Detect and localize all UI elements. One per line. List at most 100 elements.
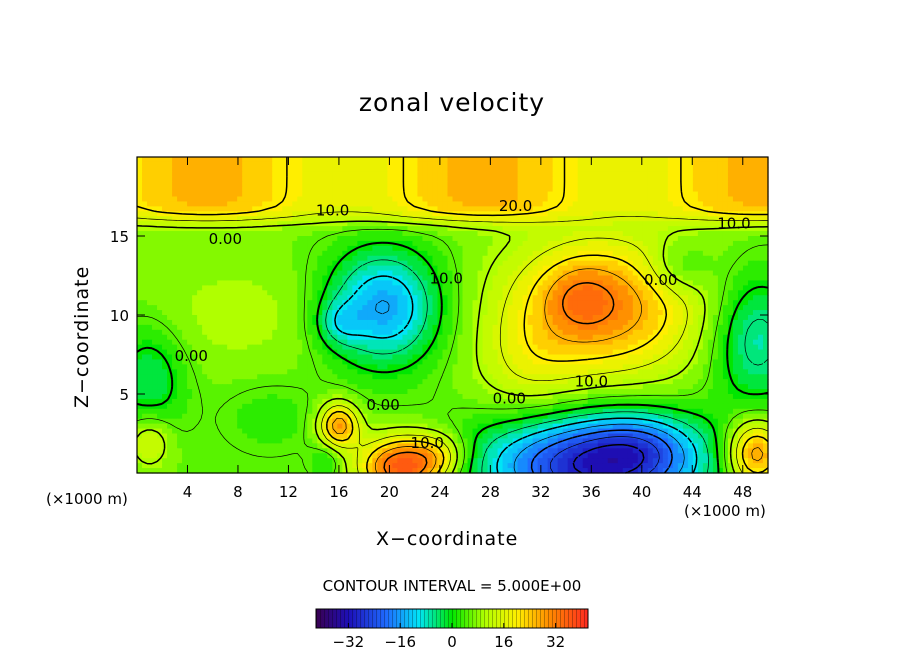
field-cell: [642, 245, 649, 252]
field-cell: [472, 265, 479, 272]
field-cell: [727, 295, 734, 301]
field-cell: [247, 255, 253, 262]
field-cell: [757, 339, 764, 346]
field-cell: [177, 280, 183, 286]
field-cell: [252, 305, 258, 311]
field-cell: [612, 280, 619, 286]
field-cell: [672, 226, 679, 232]
field-cell: [557, 206, 564, 212]
field-cell: [667, 181, 674, 188]
field-cell: [277, 176, 283, 183]
field-cell: [457, 295, 464, 301]
field-cell: [432, 201, 439, 207]
field-cell: [702, 240, 709, 247]
field-cell: [437, 295, 444, 301]
field-cell: [637, 280, 644, 286]
field-cell: [452, 157, 459, 163]
field-cell: [627, 236, 634, 242]
field-cell: [192, 344, 198, 351]
field-cell: [622, 221, 629, 227]
field-cell: [352, 236, 358, 242]
field-cell: [222, 231, 228, 237]
field-cell: [202, 349, 208, 356]
field-cell: [642, 231, 649, 237]
field-cell: [737, 305, 744, 311]
field-cell: [522, 290, 529, 296]
field-cell: [362, 275, 368, 282]
field-cell: [572, 270, 579, 277]
field-cell: [432, 186, 439, 193]
field-cell: [497, 275, 504, 282]
field-cell: [627, 290, 634, 296]
field-cell: [452, 310, 459, 316]
field-cell: [637, 211, 644, 217]
field-cell: [172, 245, 178, 252]
field-cell: [337, 231, 343, 237]
field-cell: [717, 221, 724, 227]
field-cell: [147, 285, 153, 291]
field-cell: [367, 250, 373, 257]
field-cell: [227, 176, 233, 183]
field-cell: [642, 300, 649, 306]
field-cell: [277, 280, 283, 286]
field-cell: [692, 275, 699, 282]
field-cell: [562, 275, 569, 282]
field-cell: [382, 245, 388, 252]
field-cell: [517, 186, 524, 193]
field-cell: [682, 260, 689, 267]
field-cell: [442, 300, 449, 306]
field-cell: [712, 265, 719, 272]
field-cell: [182, 221, 188, 227]
field-cell: [197, 226, 203, 232]
field-cell: [542, 265, 549, 272]
field-cell: [742, 300, 749, 306]
field-cell: [687, 305, 694, 311]
field-cell: [657, 231, 664, 237]
field-cell: [622, 295, 629, 301]
field-cell: [457, 334, 464, 341]
field-cell: [277, 329, 283, 336]
field-cell: [717, 344, 724, 351]
field-cell: [227, 216, 233, 222]
field-cell: [277, 240, 283, 247]
field-cell: [242, 245, 248, 252]
field-cell: [677, 310, 684, 316]
field-cell: [387, 319, 394, 326]
field-cell: [517, 255, 524, 262]
field-cell: [642, 275, 649, 282]
field-cell: [317, 280, 323, 286]
field-cell: [537, 186, 544, 193]
field-cell: [527, 300, 534, 306]
field-cell: [677, 265, 684, 272]
field-cell: [402, 349, 409, 356]
field-cell: [617, 216, 624, 222]
field-cell: [137, 201, 143, 207]
field-cell: [272, 231, 278, 237]
field-cell: [627, 329, 634, 336]
field-cell: [587, 270, 594, 277]
field-cell: [217, 305, 223, 311]
field-cell: [362, 166, 368, 173]
field-cell: [242, 196, 248, 203]
field-cell: [677, 196, 684, 203]
field-cell: [377, 319, 383, 326]
field-cell: [467, 161, 474, 168]
field-cell: [717, 260, 724, 267]
field-cell: [757, 265, 764, 272]
field-cell: [702, 176, 709, 183]
field-cell: [267, 285, 273, 291]
field-cell: [607, 300, 614, 306]
field-cell: [217, 176, 223, 183]
field-cell: [192, 334, 198, 341]
field-cell: [502, 265, 509, 272]
field-cell: [177, 201, 183, 207]
field-cell: [162, 250, 168, 257]
field-cell: [602, 191, 609, 198]
field-cell: [562, 250, 569, 257]
field-cell: [587, 231, 594, 237]
field-cell: [317, 305, 323, 311]
field-cell: [682, 315, 689, 321]
field-cell: [177, 300, 183, 306]
field-cell: [397, 305, 404, 311]
field-cell: [327, 176, 333, 183]
